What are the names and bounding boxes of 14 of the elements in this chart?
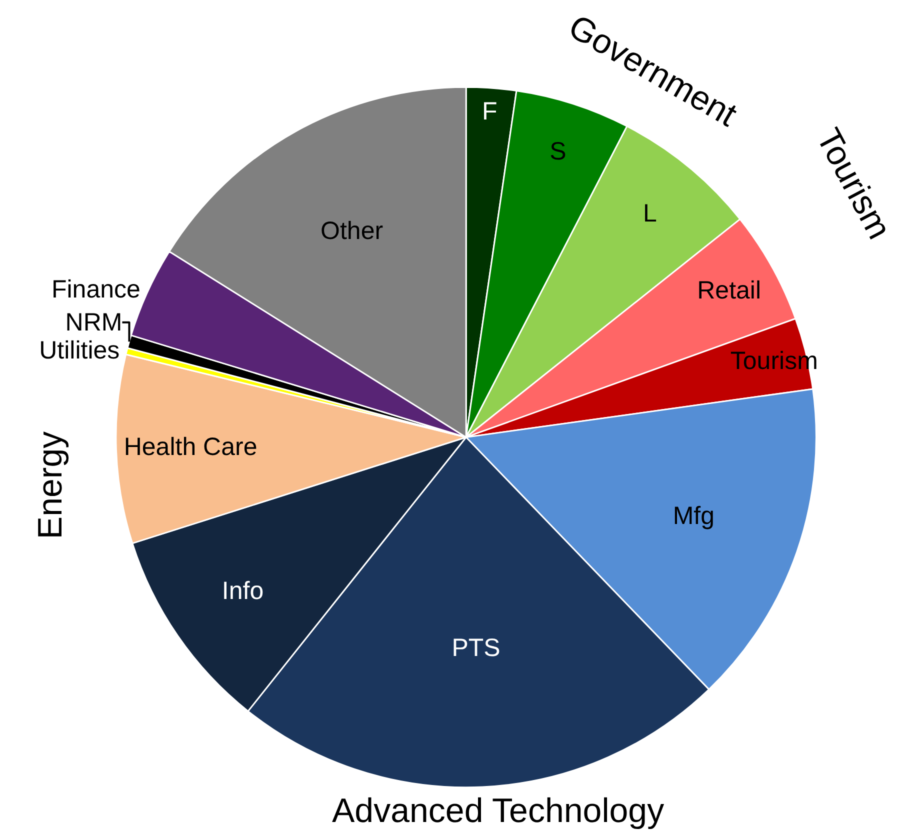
- slice-label: S: [550, 137, 566, 166]
- slice-label: Retail: [697, 276, 762, 304]
- slice-label: PTS: [452, 634, 500, 662]
- slice-label: Mfg: [672, 502, 715, 530]
- slice-label: Info: [222, 577, 264, 606]
- text: Advanced Technology: [332, 792, 664, 830]
- slice-label: Finance: [51, 276, 140, 304]
- slice-label: Utilities: [39, 336, 120, 364]
- slice-label: Health Care: [124, 432, 258, 461]
- slice-label: Other: [320, 216, 384, 245]
- text: Energy: [31, 431, 70, 540]
- slice-label: NRM: [65, 308, 122, 336]
- slice-label: F: [482, 98, 498, 126]
- slice-label: L: [642, 199, 657, 228]
